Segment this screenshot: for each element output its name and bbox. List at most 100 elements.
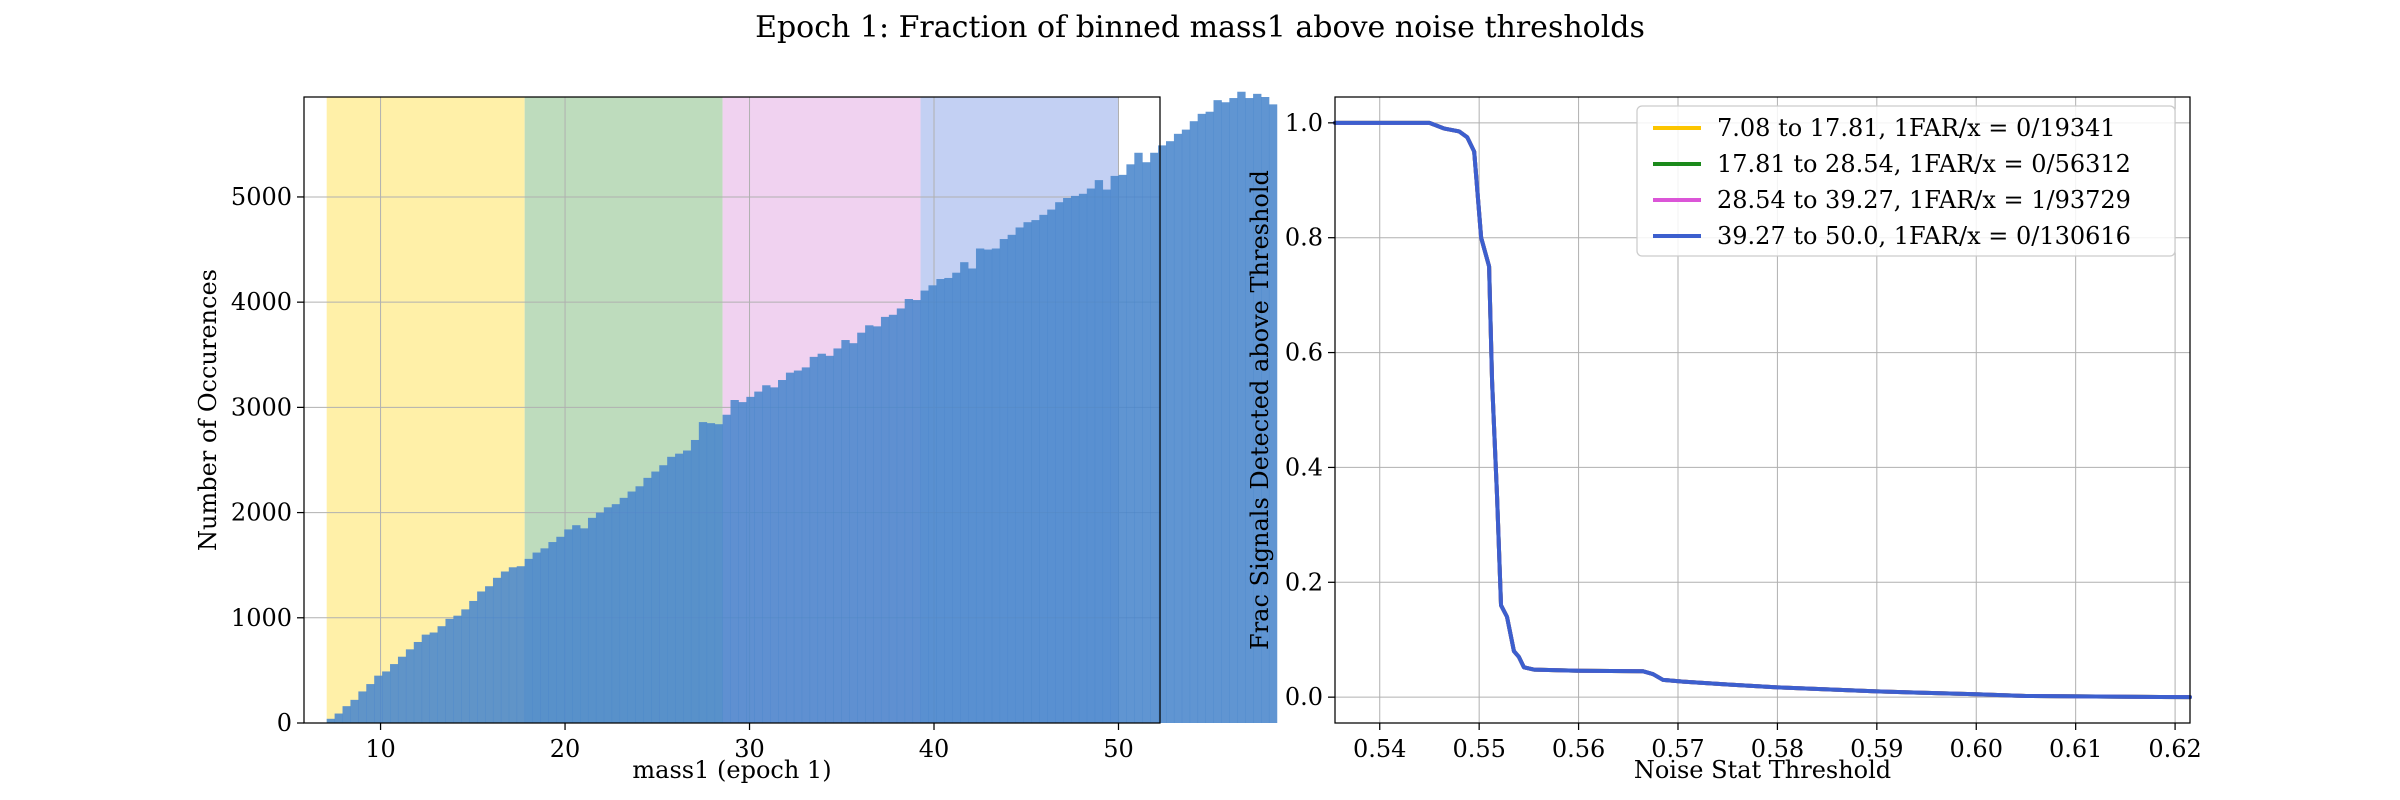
legend: 7.08 to 17.81, 1FAR/x = 0/19341 17.81 to … [1636,105,2176,257]
histogram-bar [849,343,858,723]
histogram-bar [683,450,692,723]
histogram-bar [508,567,518,723]
x-tick-label: 0.60 [1950,735,2003,763]
histogram-bar [1229,98,1238,723]
histogram-bar [1237,91,1246,723]
histogram-bar [461,609,470,723]
histogram-bar [1007,234,1016,724]
line-chart-x-ticks: 0.54 0.55 0.56 0.57 0.58 0.59 0.60 0.61 0.62 [1353,723,2202,763]
line-chart-series [1333,120,2192,700]
histogram-bar [611,504,621,723]
histogram-axes-frame [303,96,1161,724]
histogram-bar [524,558,533,723]
histogram-bar [944,277,953,723]
histogram-bar [1189,121,1199,724]
histogram-bar [326,718,336,723]
histogram-x-axis-label: mass1 (epoch 1) [632,756,831,784]
histogram-bar [413,641,423,723]
histogram-bar [1086,188,1096,723]
histogram-bar [397,656,407,723]
histogram-bar [421,634,431,723]
histogram-bar [445,618,454,723]
histogram-bar [469,600,478,723]
histogram-bar [754,391,763,723]
histogram-panel: 10 20 30 40 50 0 1000 2000 3000 4000 5000 mass1 (… [194,91,1278,784]
line-chart-y-ticks: 0.0 0.2 0.4 0.6 0.8 1.0 [1285,109,1335,711]
histogram-x-ticks: 10 20 30 40 50 [365,723,1134,763]
histogram-bar [374,675,383,723]
histogram-bar [1165,141,1175,723]
histogram-bar [698,422,708,723]
histogram-bar [1197,113,1206,723]
legend-box [1636,105,2176,257]
histogram-bar [643,477,652,723]
x-tick-label: 0.58 [1751,735,1804,763]
y-tick-label: 1000 [231,604,292,632]
histogram-bar [722,414,731,723]
histogram-bar [1078,193,1088,723]
histogram-bar [1094,180,1104,723]
histogram-bar [770,387,779,723]
x-tick-label: 0.55 [1452,735,1505,763]
histogram-bar [1142,162,1151,724]
x-tick-label: 0.54 [1353,735,1406,763]
histogram-bar [619,497,628,723]
histogram-bar [936,279,945,723]
histogram-bar [793,370,803,723]
histogram-bar [659,465,668,723]
x-tick-label: 40 [919,735,950,763]
x-tick-label: 30 [734,735,765,763]
histogram-bar [1047,209,1056,724]
histogram-bar [405,649,415,723]
y-tick-label: 0.6 [1285,339,1323,367]
histogram-bar [1070,195,1080,724]
x-tick-label: 0.61 [2049,735,2102,763]
histogram-bar [382,671,391,723]
histogram-bars [326,91,1278,724]
histogram-bar [366,684,375,723]
histogram-bar [785,372,795,723]
histogram-bar [516,566,526,723]
y-tick-label: 1.0 [1285,109,1323,137]
histogram-bar [1126,164,1135,723]
histogram-bar [635,486,644,723]
histogram-bar [888,314,898,723]
histogram-bar [1181,129,1191,724]
histogram-bar [690,439,700,723]
histogram-bar [477,591,486,723]
histogram-bar [532,552,541,723]
x-tick-label: 50 [1103,735,1134,763]
histogram-bar [762,385,771,723]
y-tick-label: 3000 [231,393,292,421]
x-tick-label: 0.59 [1850,735,1903,763]
y-tick-label: 0.8 [1285,224,1323,252]
histogram-bar [706,423,716,723]
histogram-bar [1031,220,1040,723]
line-chart-y-axis-label: Frac Signals Detected above Threshold [1246,170,1274,650]
histogram-bar [675,453,684,723]
histogram-bar [960,262,969,723]
histogram-bar [540,548,549,723]
threshold-line-panel: 0.54 0.55 0.56 0.57 0.58 0.59 0.60 0.61 0.62 0.0… [1246,96,2202,784]
histogram-bar [1245,98,1254,723]
histogram-bar [825,355,834,723]
histogram-bar [714,424,723,723]
histogram-bar [1039,214,1048,723]
histogram-bar [801,367,811,723]
histogram-bar [485,586,494,723]
histogram-bar [1158,145,1167,724]
histogram-bar [580,528,589,723]
y-tick-label: 0.0 [1285,683,1323,711]
legend-entry: 7.08 to 17.81, 1FAR/x = 0/19341 [1717,114,2116,142]
histogram-bar [390,664,399,723]
histogram-bar [1213,100,1222,723]
histogram-y-ticks: 0 1000 2000 3000 4000 5000 [231,183,304,737]
histogram-bar [1150,152,1159,723]
histogram-bar [975,248,985,724]
histogram-bar [778,380,787,723]
histogram-bar [1015,227,1024,723]
x-tick-label: 20 [550,735,581,763]
x-tick-label: 0.62 [2148,735,2201,763]
histogram-bar [857,332,866,723]
